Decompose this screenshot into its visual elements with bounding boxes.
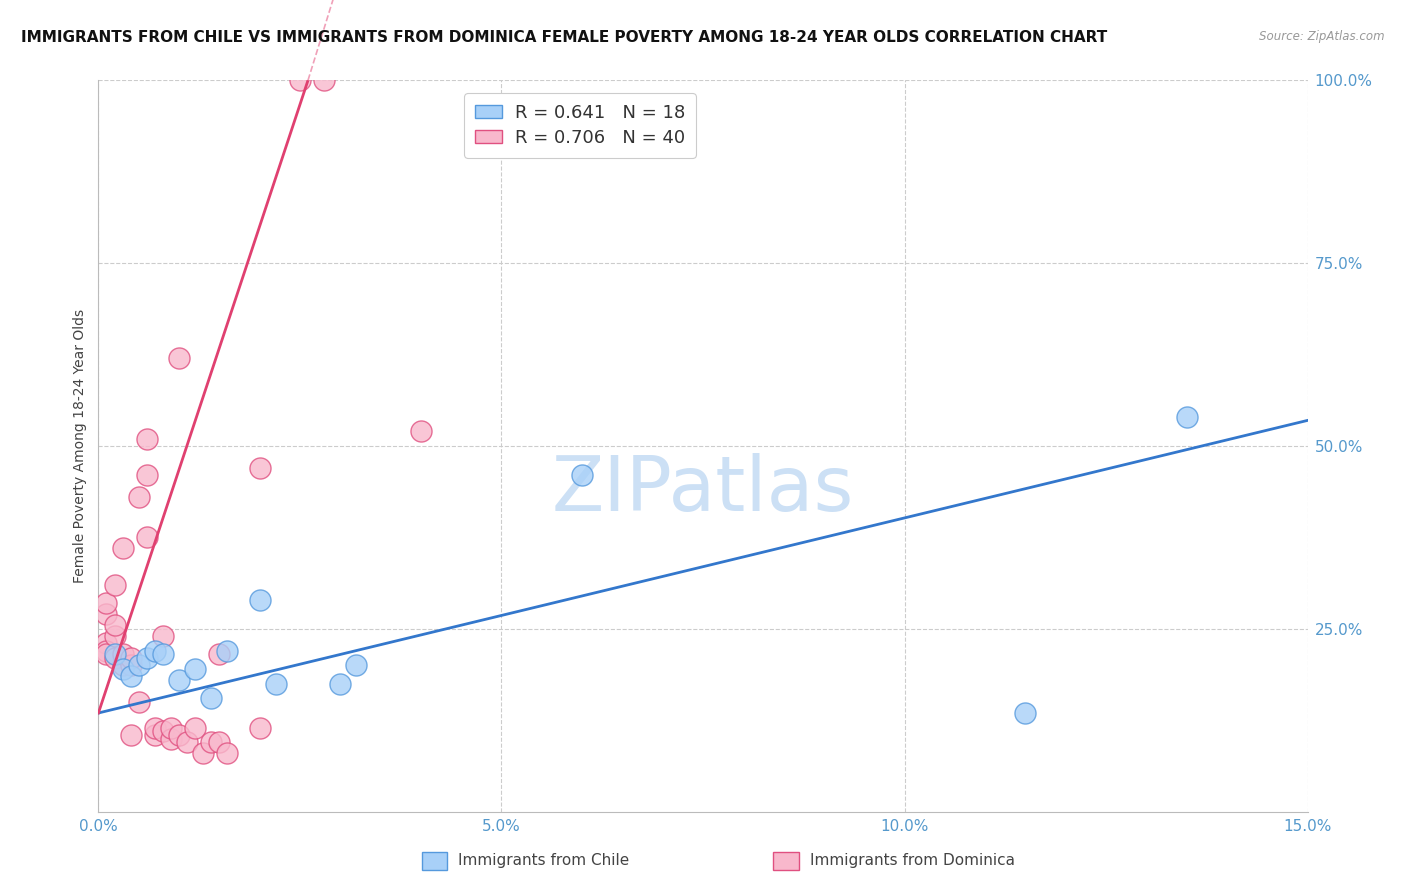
Point bbox=[111, 648, 134, 662]
Point bbox=[249, 592, 271, 607]
Point bbox=[288, 73, 311, 87]
Point bbox=[193, 746, 215, 760]
Point bbox=[152, 724, 174, 739]
Point bbox=[344, 658, 367, 673]
Point bbox=[208, 648, 231, 662]
Point bbox=[111, 658, 134, 673]
Point bbox=[1175, 409, 1198, 424]
Point bbox=[160, 721, 183, 735]
Point bbox=[135, 432, 157, 446]
Point bbox=[128, 658, 150, 673]
Point bbox=[120, 658, 142, 673]
Y-axis label: Female Poverty Among 18-24 Year Olds: Female Poverty Among 18-24 Year Olds bbox=[73, 309, 87, 583]
Point bbox=[135, 530, 157, 544]
Point bbox=[217, 644, 239, 658]
Point bbox=[152, 648, 174, 662]
Point bbox=[249, 461, 271, 475]
Point bbox=[160, 731, 183, 746]
Point bbox=[184, 662, 207, 676]
Point bbox=[111, 541, 134, 556]
Legend: R = 0.641   N = 18, R = 0.706   N = 40: R = 0.641 N = 18, R = 0.706 N = 40 bbox=[464, 93, 696, 158]
Point bbox=[103, 618, 125, 632]
Point bbox=[103, 578, 125, 592]
Point bbox=[96, 607, 118, 622]
Point bbox=[103, 629, 125, 643]
Point bbox=[314, 73, 336, 87]
Text: Immigrants from Chile: Immigrants from Chile bbox=[458, 854, 630, 868]
Point bbox=[120, 651, 142, 665]
Point bbox=[143, 721, 166, 735]
Point bbox=[96, 648, 118, 662]
Point bbox=[571, 468, 593, 483]
Text: IMMIGRANTS FROM CHILE VS IMMIGRANTS FROM DOMINICA FEMALE POVERTY AMONG 18-24 YEA: IMMIGRANTS FROM CHILE VS IMMIGRANTS FROM… bbox=[21, 30, 1108, 45]
Point bbox=[167, 673, 190, 687]
Text: ZIPatlas: ZIPatlas bbox=[551, 453, 855, 527]
Point bbox=[120, 669, 142, 683]
Point bbox=[96, 636, 118, 650]
Point bbox=[152, 629, 174, 643]
Point bbox=[120, 728, 142, 742]
Point bbox=[208, 735, 231, 749]
Point bbox=[128, 695, 150, 709]
Point bbox=[143, 728, 166, 742]
Point bbox=[176, 735, 198, 749]
Point bbox=[200, 735, 222, 749]
Point bbox=[143, 644, 166, 658]
Text: Source: ZipAtlas.com: Source: ZipAtlas.com bbox=[1260, 30, 1385, 44]
Point bbox=[249, 721, 271, 735]
Point bbox=[103, 651, 125, 665]
Point bbox=[1014, 706, 1036, 720]
Point bbox=[128, 490, 150, 504]
Point bbox=[200, 691, 222, 706]
Point bbox=[184, 721, 207, 735]
Point bbox=[111, 662, 134, 676]
Point bbox=[96, 596, 118, 610]
Point bbox=[409, 425, 432, 439]
Point bbox=[135, 651, 157, 665]
Text: Immigrants from Dominica: Immigrants from Dominica bbox=[810, 854, 1015, 868]
Point bbox=[96, 644, 118, 658]
Point bbox=[103, 648, 125, 662]
Point bbox=[217, 746, 239, 760]
Point bbox=[167, 351, 190, 366]
Point bbox=[264, 676, 287, 690]
Point bbox=[329, 676, 352, 690]
Point bbox=[167, 728, 190, 742]
Point bbox=[135, 468, 157, 483]
